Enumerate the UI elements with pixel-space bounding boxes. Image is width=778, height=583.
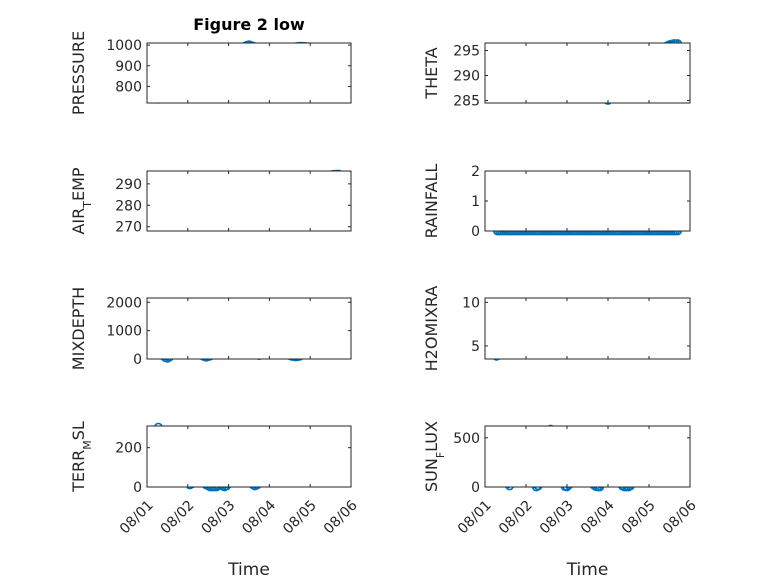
y-axis-label: THETA bbox=[422, 47, 441, 99]
x-tick-label: 08/04 bbox=[239, 497, 279, 537]
panel-air_temp: 270 280 290 AIRTEMP bbox=[69, 167, 352, 236]
x-tick-label: 08/04 bbox=[578, 497, 618, 537]
panel-h2omixra: 5 10 H2OMIXRA bbox=[422, 286, 691, 372]
axis-frame bbox=[484, 170, 691, 232]
x-axis-label: Time bbox=[566, 560, 609, 580]
axis-frame bbox=[484, 297, 691, 360]
y-axis-label: TERRMSL bbox=[69, 421, 94, 493]
panel-rainfall: 0 1 2 RAINFALL bbox=[422, 164, 691, 240]
x-tick-label: 08/03 bbox=[537, 497, 577, 537]
panel-pressure: 800 900 1000 PRESSURE Figure 2 low bbox=[69, 15, 352, 115]
axis-frame bbox=[484, 42, 691, 104]
x-tick-label: 08/03 bbox=[199, 497, 239, 537]
y-tick-label: 285 bbox=[453, 94, 480, 110]
y-tick-label: 290 bbox=[115, 177, 142, 193]
y-tick-label: 1000 bbox=[106, 38, 142, 54]
y-tick-label: 0 bbox=[133, 480, 142, 496]
y-tick-label: 0 bbox=[471, 224, 480, 240]
y-axis-label: H2OMIXRA bbox=[422, 286, 441, 372]
y-tick-label: 900 bbox=[115, 59, 142, 75]
axis-frame bbox=[146, 170, 352, 232]
y-axis-label: MIXDEPTH bbox=[69, 287, 88, 370]
x-tick-label: 08/01 bbox=[455, 497, 495, 537]
x-axis-label: Time bbox=[227, 560, 270, 580]
y-tick-label: 2 bbox=[471, 164, 480, 180]
x-tick-label: 08/02 bbox=[158, 497, 198, 537]
panel-theta: 285 290 295 THETA bbox=[422, 39, 691, 110]
y-tick-label: 10 bbox=[462, 295, 480, 311]
y-tick-label: 5 bbox=[471, 339, 480, 355]
y-tick-label: 500 bbox=[453, 431, 480, 447]
x-tick-label: 08/05 bbox=[280, 497, 320, 537]
x-tick-label: 08/06 bbox=[321, 497, 361, 537]
panel-mixdepth: 0 1000 2000 MIXDEPTH bbox=[69, 287, 352, 370]
y-tick-label: 0 bbox=[471, 480, 480, 496]
figure-title: Figure 2 low bbox=[193, 15, 305, 34]
y-tick-label: 270 bbox=[115, 220, 142, 236]
panel-sun_flux: 0 500 SUNFLUX 08/01 08/02 08/03 08/04 08/05 08/0… bbox=[422, 421, 700, 580]
y-tick-label: 295 bbox=[453, 44, 480, 60]
y-axis-label: SUNFLUX bbox=[422, 421, 447, 492]
y-axis-label: AIRTEMP bbox=[69, 167, 94, 234]
x-tick-label: 08/06 bbox=[660, 497, 700, 537]
axis-frame bbox=[146, 297, 352, 360]
y-tick-label: 1000 bbox=[106, 324, 142, 340]
axis-frame bbox=[146, 425, 352, 488]
y-tick-label: 0 bbox=[133, 352, 142, 368]
y-tick-label: 280 bbox=[115, 198, 142, 214]
y-tick-label: 2000 bbox=[106, 295, 142, 311]
axis-frame bbox=[146, 42, 352, 104]
y-tick-label: 290 bbox=[453, 69, 480, 85]
axis-frame bbox=[484, 425, 691, 488]
y-axis-label: RAINFALL bbox=[422, 164, 441, 239]
x-tick-label: 08/02 bbox=[496, 497, 536, 537]
x-tick-label: 08/01 bbox=[117, 497, 157, 537]
y-tick-label: 800 bbox=[115, 79, 142, 95]
y-axis-label: PRESSURE bbox=[69, 31, 88, 115]
x-tick-label: 08/05 bbox=[619, 497, 659, 537]
y-tick-label: 1 bbox=[471, 194, 480, 210]
y-tick-label: 200 bbox=[115, 441, 142, 457]
panel-terr_msl: 0 200 TERRMSL 08/01 08/02 08/03 08/04 08/05 08/0… bbox=[69, 421, 361, 580]
